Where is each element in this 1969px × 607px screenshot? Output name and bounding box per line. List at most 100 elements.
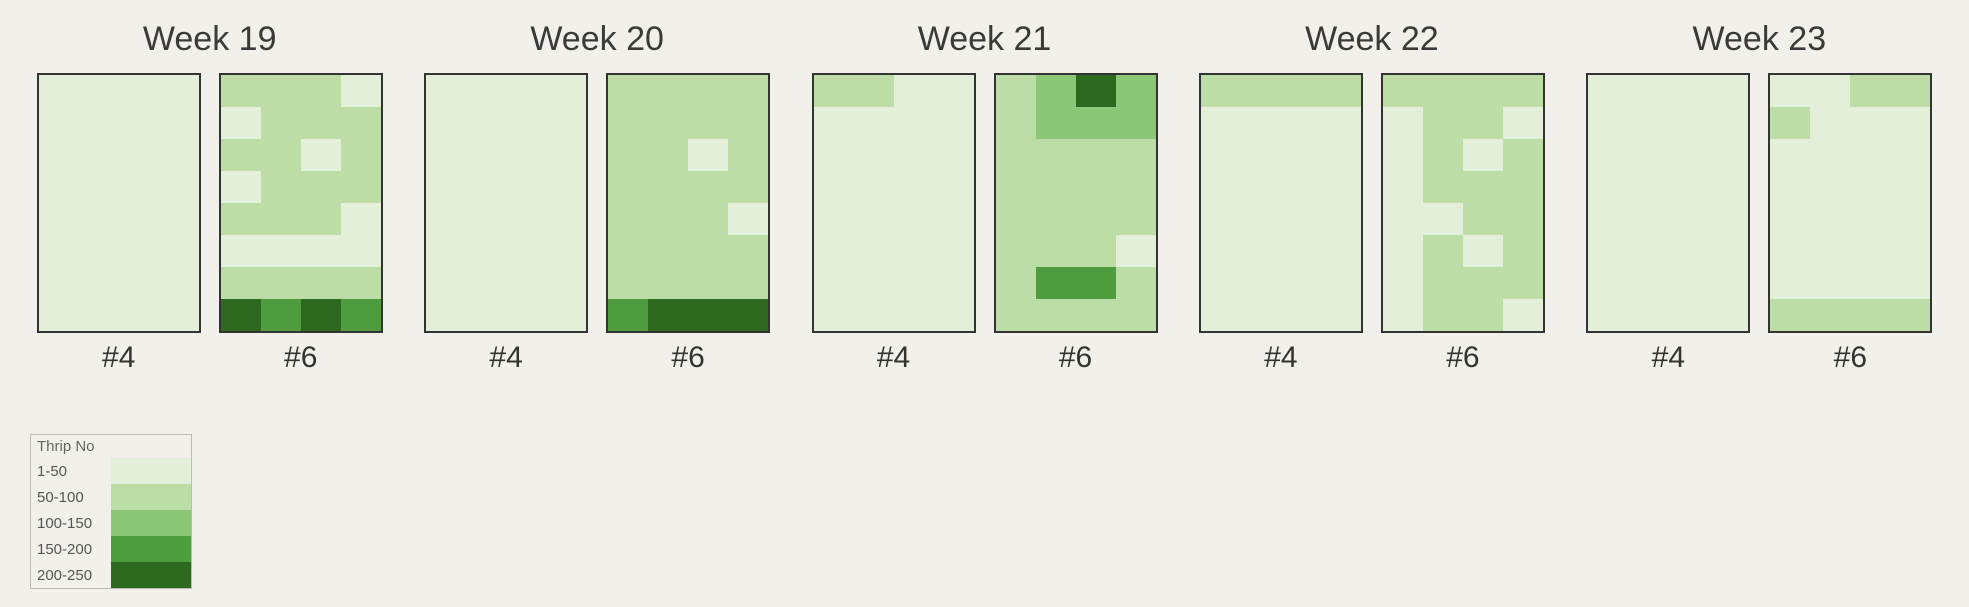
heatmap-cell	[1201, 267, 1241, 299]
heatmap-cell	[728, 203, 768, 235]
heatmap-cell	[466, 171, 506, 203]
heatmap	[1586, 73, 1750, 333]
heatmap-cell	[1850, 267, 1890, 299]
heatmap-cell	[261, 299, 301, 331]
heatmap-cell	[79, 203, 119, 235]
heatmap-cell	[1588, 299, 1628, 331]
heatmap-cell	[1463, 203, 1503, 235]
heatmap-cell	[119, 139, 159, 171]
week-group: Week 21#4#6	[805, 20, 1164, 375]
heatmap-cell	[1241, 171, 1281, 203]
legend-swatch	[111, 536, 191, 562]
heatmap-cell	[688, 171, 728, 203]
heatmap-cell	[1770, 171, 1810, 203]
heatmap	[219, 73, 383, 333]
heatmap-cell	[1668, 299, 1708, 331]
heatmap-cell	[1423, 299, 1463, 331]
heatmap-cell	[221, 267, 261, 299]
heatmap-cell	[894, 267, 934, 299]
heatmap-cell	[341, 267, 381, 299]
heatmap-cell	[1036, 107, 1076, 139]
heatmap-cell	[79, 267, 119, 299]
heatmap	[1381, 73, 1545, 333]
weeks-row: Week 19#4#6Week 20#4#6Week 21#4#6Week 22…	[30, 20, 1939, 375]
heatmap-cell	[1708, 75, 1748, 107]
heatmap-cell	[39, 171, 79, 203]
heatmap-cell	[934, 107, 974, 139]
heatmap-cell	[506, 139, 546, 171]
heatmap-cell	[1321, 75, 1361, 107]
heatmap-cell	[1241, 139, 1281, 171]
plot-sublabel: #6	[1834, 341, 1867, 375]
plot-sublabel: #4	[489, 341, 522, 375]
heatmap-cell	[546, 267, 586, 299]
week-title: Week 21	[918, 20, 1052, 59]
heatmap-cell	[1588, 139, 1628, 171]
heatmap-cell	[1116, 107, 1156, 139]
heatmap-cell	[1116, 299, 1156, 331]
heatmap-cell	[996, 299, 1036, 331]
heatmap-cell	[1201, 107, 1241, 139]
plot-sublabel: #4	[1264, 341, 1297, 375]
heatmap-cell	[1708, 139, 1748, 171]
heatmap-cell	[608, 203, 648, 235]
heatmap-cell	[261, 139, 301, 171]
heatmap-cell	[728, 235, 768, 267]
heatmap-cell	[1116, 171, 1156, 203]
plot-sublabel: #6	[1446, 341, 1479, 375]
heatmap-cell	[1076, 171, 1116, 203]
plot-pair-row: #4 #6	[1199, 73, 1545, 375]
heatmap-cell	[1076, 107, 1116, 139]
heatmap-cell	[1383, 267, 1423, 299]
plot-pair-row: #4#6	[1586, 73, 1932, 375]
heatmap-cell	[728, 75, 768, 107]
week-group: Week 22#4#6	[1192, 20, 1551, 375]
heatmap-cell	[1241, 267, 1281, 299]
week-group: Week 23#4#6	[1580, 20, 1939, 375]
heatmap-cell	[1076, 75, 1116, 107]
heatmap-cell	[426, 203, 466, 235]
heatmap-cell	[996, 107, 1036, 139]
heatmap-block: #4	[1199, 73, 1363, 375]
heatmap-cell	[426, 267, 466, 299]
heatmap-cell	[894, 75, 934, 107]
heatmap-cell	[1770, 75, 1810, 107]
heatmap-cell	[854, 267, 894, 299]
heatmap-cell	[119, 299, 159, 331]
legend-swatch	[111, 484, 191, 510]
legend-swatch	[111, 458, 191, 484]
heatmap-cell	[1708, 267, 1748, 299]
heatmap-cell	[1810, 171, 1850, 203]
heatmap-cell	[648, 235, 688, 267]
heatmap-cell	[1076, 139, 1116, 171]
heatmap-cell	[1241, 235, 1281, 267]
heatmap-cell	[934, 235, 974, 267]
heatmap-cell	[159, 267, 199, 299]
heatmap-cell	[506, 107, 546, 139]
heatmap-cell	[1588, 75, 1628, 107]
heatmap-cell	[546, 299, 586, 331]
heatmap-cell	[1241, 203, 1281, 235]
heatmap-cell	[1890, 267, 1930, 299]
heatmap-cell	[1588, 267, 1628, 299]
heatmap-cell	[506, 267, 546, 299]
heatmap-cell	[301, 171, 341, 203]
heatmap-cell	[1321, 203, 1361, 235]
heatmap-cell	[1850, 203, 1890, 235]
heatmap-cell	[79, 299, 119, 331]
heatmap-cell	[1588, 171, 1628, 203]
heatmap-cell	[1076, 299, 1116, 331]
heatmap-cell	[1241, 107, 1281, 139]
heatmap-cell	[894, 107, 934, 139]
heatmap-cell	[1463, 107, 1503, 139]
heatmap-cell	[648, 171, 688, 203]
heatmap-cell	[506, 171, 546, 203]
heatmap-cell	[814, 235, 854, 267]
heatmap-cell	[1321, 235, 1361, 267]
heatmap-cell	[1321, 171, 1361, 203]
heatmap-block: #6	[1381, 73, 1545, 375]
heatmap-cell	[608, 235, 648, 267]
heatmap-cell	[1116, 235, 1156, 267]
heatmap-cell	[1116, 267, 1156, 299]
heatmap-cell	[1383, 235, 1423, 267]
